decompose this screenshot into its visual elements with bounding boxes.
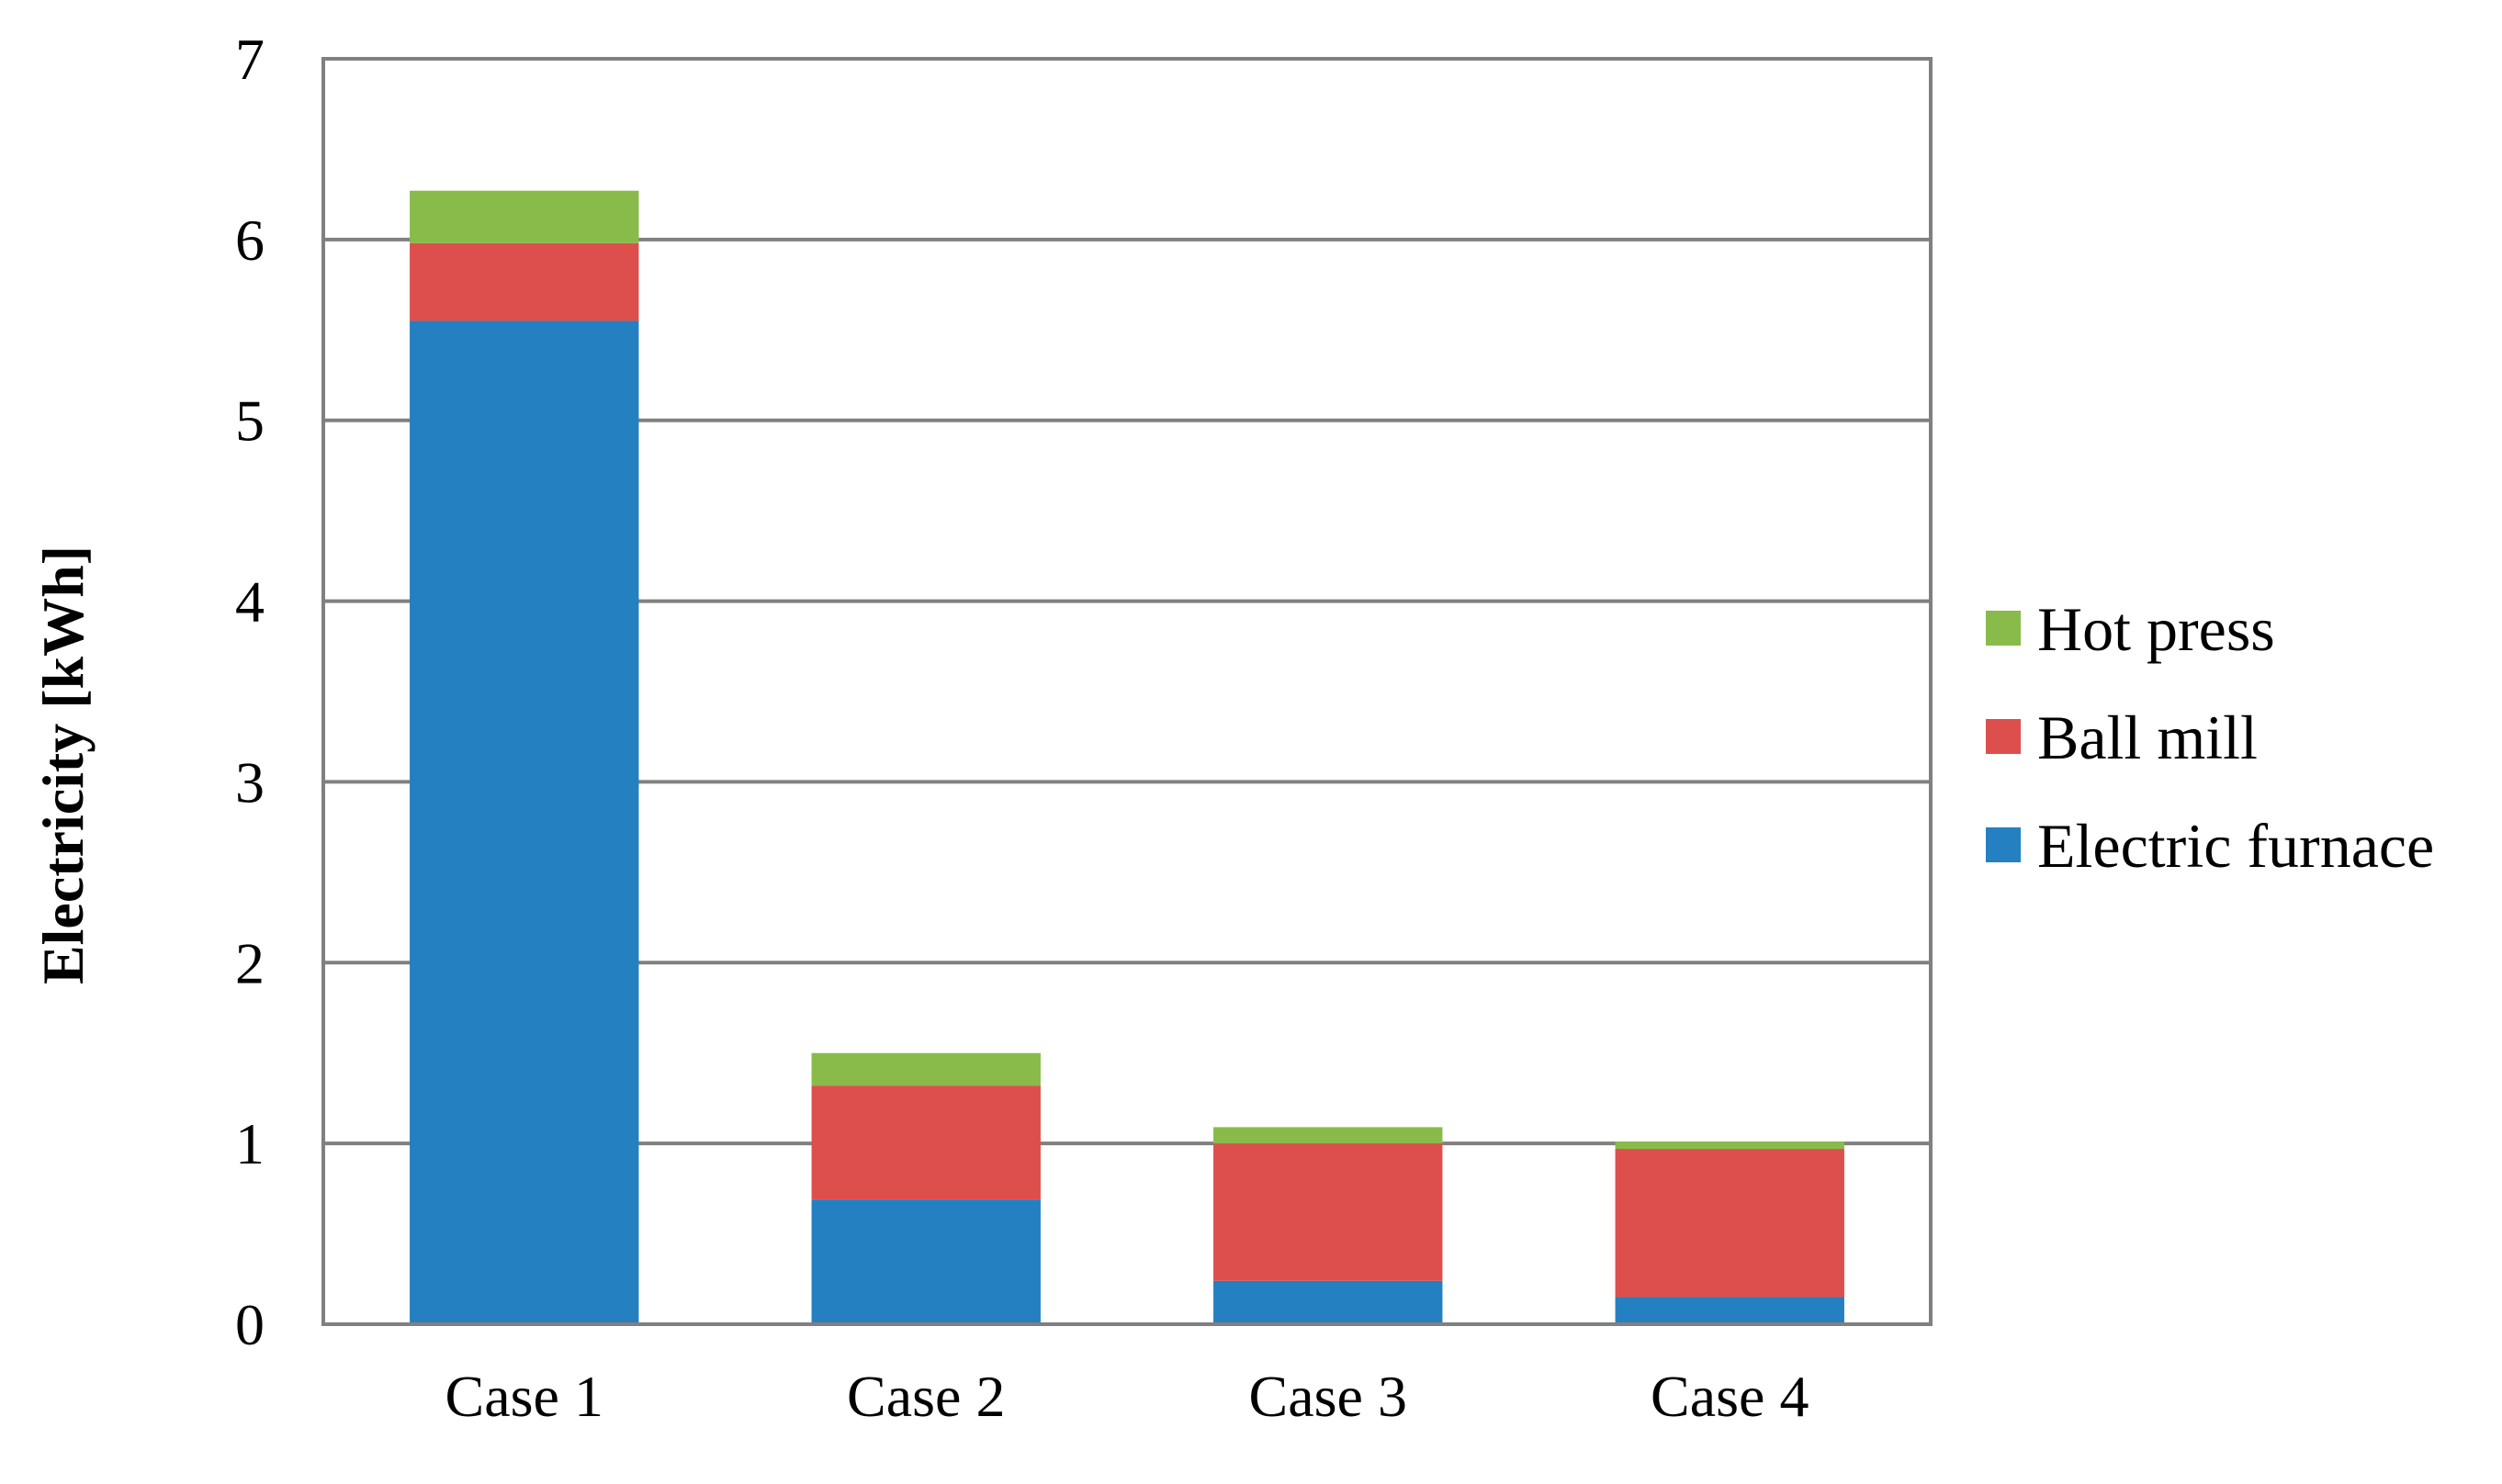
- bar-segment-ball-mill-case-1: [410, 242, 639, 321]
- bar-segment-hot-press-case-1: [410, 190, 639, 243]
- y-tick-label: 3: [235, 749, 265, 815]
- x-tick-label: Case 2: [847, 1364, 1005, 1429]
- legend-swatch: [1986, 827, 2021, 862]
- bar-segment-hot-press-case-3: [1213, 1127, 1443, 1144]
- y-tick-label: 0: [235, 1292, 265, 1357]
- bars: [410, 190, 1844, 1324]
- legend-swatch: [1986, 611, 2021, 646]
- y-axis-ticks: 0 1 2 3 4 5 6 7: [235, 27, 265, 1357]
- bar-segment-hot-press-case-4: [1615, 1141, 1844, 1150]
- y-axis-title: Electricity [kWh]: [30, 545, 96, 984]
- legend-label: Ball mill: [2037, 703, 2258, 772]
- x-axis-ticks: Case 1 Case 2 Case 3 Case 4: [445, 1364, 1809, 1429]
- bar-segment-electric-furnace-case-2: [811, 1199, 1041, 1324]
- legend-label: Electric furnace: [2037, 811, 2434, 881]
- bar-segment-ball-mill-case-2: [811, 1085, 1041, 1200]
- plot-frame: [321, 57, 1933, 1326]
- bar-segment-ball-mill-case-3: [1213, 1143, 1443, 1281]
- y-tick-label: 1: [235, 1111, 265, 1176]
- legend: Hot press Ball mill Electric furnace: [1986, 594, 2434, 881]
- bar-segment-hot-press-case-2: [811, 1052, 1041, 1086]
- legend-label: Hot press: [2037, 594, 2275, 664]
- x-tick-label: Case 1: [445, 1364, 603, 1429]
- bar-segment-ball-mill-case-4: [1615, 1149, 1844, 1298]
- x-tick-label: Case 3: [1249, 1364, 1407, 1429]
- y-tick-label: 5: [235, 388, 265, 454]
- bar-segment-electric-furnace-case-4: [1615, 1297, 1844, 1324]
- x-tick-label: Case 4: [1651, 1364, 1809, 1429]
- bar-segment-electric-furnace-case-1: [410, 320, 639, 1324]
- y-tick-label: 4: [235, 569, 265, 635]
- y-tick-label: 7: [235, 27, 265, 92]
- bar-segment-electric-furnace-case-3: [1213, 1280, 1443, 1324]
- y-tick-label: 6: [235, 208, 265, 273]
- y-tick-label: 2: [235, 930, 265, 995]
- legend-swatch: [1986, 719, 2021, 754]
